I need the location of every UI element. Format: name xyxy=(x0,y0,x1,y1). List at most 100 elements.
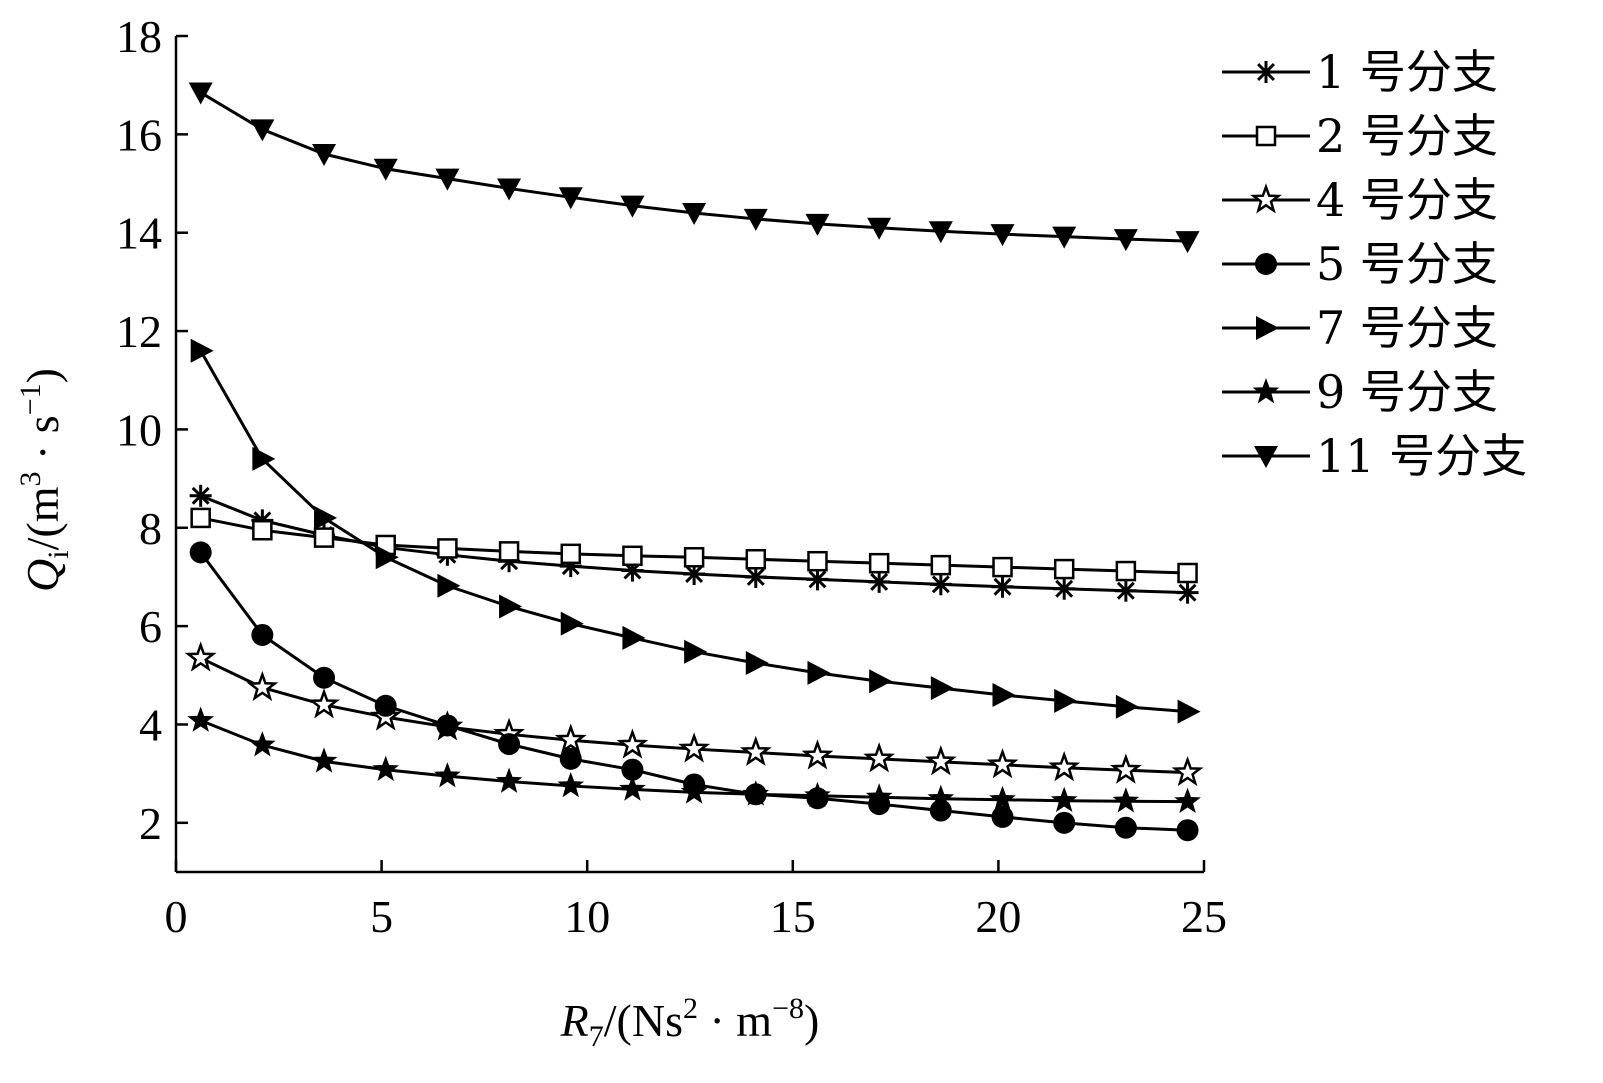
legend-label: 7 号分支 xyxy=(1316,301,1498,355)
data-point xyxy=(498,733,521,756)
data-point xyxy=(929,573,952,596)
data-point xyxy=(1175,231,1200,254)
data-point xyxy=(1114,816,1137,839)
data-point xyxy=(1174,787,1201,813)
x-tick-label: 0 xyxy=(165,891,188,942)
data-point xyxy=(684,639,708,664)
data-point xyxy=(559,747,582,770)
data-point xyxy=(190,507,211,529)
data-point xyxy=(312,144,337,167)
data-point xyxy=(621,758,644,781)
legend-item: 7 号分支 xyxy=(1222,301,1498,355)
data-point xyxy=(498,541,520,562)
legend-marker xyxy=(1250,183,1282,214)
data-point xyxy=(991,575,1014,598)
data-point xyxy=(1050,786,1078,813)
data-point xyxy=(187,706,214,732)
data-point xyxy=(184,641,217,672)
data-point xyxy=(807,660,831,685)
y-tick-label: 6 xyxy=(139,601,162,652)
data-point xyxy=(924,745,957,776)
data-point xyxy=(680,778,708,804)
data-point xyxy=(744,565,767,588)
data-point xyxy=(989,785,1016,812)
data-point xyxy=(622,625,646,650)
data-point xyxy=(678,732,711,763)
data-point xyxy=(560,611,584,636)
x-ticks: 0 5 10 15 20 25 xyxy=(165,860,1227,942)
data-point xyxy=(372,755,400,782)
data-point xyxy=(745,651,769,675)
data-point xyxy=(1113,229,1138,252)
data-point xyxy=(992,556,1013,578)
legend-marker xyxy=(1255,125,1277,147)
y-tick-label: 8 xyxy=(139,503,162,554)
data-point xyxy=(930,554,952,576)
data-point xyxy=(1112,787,1140,813)
data-point xyxy=(437,573,461,598)
data-point xyxy=(499,594,523,619)
legend-label: 2 号分支 xyxy=(1316,109,1498,163)
x-axis-title: R7/(Ns2 · m−8) xyxy=(560,992,820,1053)
legend-marker xyxy=(1255,253,1277,275)
data-point xyxy=(620,195,645,218)
series-layer xyxy=(184,82,1204,842)
data-point xyxy=(1114,579,1137,602)
data-point xyxy=(1177,699,1201,724)
y-tick-label: 10 xyxy=(116,404,162,455)
legend-item: 1 号分支 xyxy=(1222,45,1498,99)
data-point xyxy=(865,783,893,809)
data-point xyxy=(927,784,955,811)
data-point xyxy=(683,547,705,568)
data-point xyxy=(1053,811,1076,834)
legend-label: 1 号分支 xyxy=(1316,45,1498,99)
data-point xyxy=(558,187,583,210)
data-point xyxy=(745,548,767,570)
axes xyxy=(174,36,1204,874)
data-point xyxy=(313,666,336,689)
data-point xyxy=(495,767,523,793)
data-point xyxy=(1109,753,1142,784)
data-point xyxy=(1115,560,1137,582)
data-point xyxy=(1048,751,1081,782)
data-point xyxy=(250,119,275,142)
legend: 1 号分支 2 号分支 4 号分支 5 号分支 7 号分支 9 号分支 11 号分支 xyxy=(1222,45,1527,483)
y-tick-label: 4 xyxy=(139,699,162,750)
data-point xyxy=(739,735,772,767)
data-point xyxy=(682,203,707,226)
series-7 xyxy=(188,82,1200,254)
legend-label: 11 号分支 xyxy=(1316,429,1527,483)
data-point xyxy=(437,538,458,559)
data-point xyxy=(314,505,338,530)
data-point xyxy=(190,338,214,363)
data-point xyxy=(1052,226,1077,249)
y-tick-label: 12 xyxy=(116,306,162,357)
data-point xyxy=(1115,694,1139,719)
data-point xyxy=(619,775,646,801)
data-point xyxy=(251,623,274,646)
data-point xyxy=(246,670,279,702)
legend-label: 4 号分支 xyxy=(1316,173,1498,227)
data-point xyxy=(434,762,461,788)
data-point xyxy=(1053,558,1075,580)
legend-item: 4 号分支 xyxy=(1222,173,1498,227)
legend-item: 2 号分支 xyxy=(1222,109,1498,163)
series-6 xyxy=(187,706,1201,813)
data-point xyxy=(252,519,273,541)
y-axis-title: Qi/(m3 · s−1) xyxy=(14,368,75,592)
data-point xyxy=(308,688,340,719)
series-5 xyxy=(190,338,1201,724)
data-point xyxy=(928,221,953,244)
legend-marker xyxy=(1255,61,1277,83)
data-point xyxy=(869,669,893,694)
data-point xyxy=(1171,755,1204,787)
data-point xyxy=(990,224,1015,247)
data-point xyxy=(804,781,831,808)
legend-marker xyxy=(1254,446,1278,468)
series-1 xyxy=(189,484,1199,604)
data-point xyxy=(1177,562,1198,584)
data-point xyxy=(1053,577,1076,600)
data-point xyxy=(868,552,890,574)
legend-item: 11 号分支 xyxy=(1222,429,1527,483)
